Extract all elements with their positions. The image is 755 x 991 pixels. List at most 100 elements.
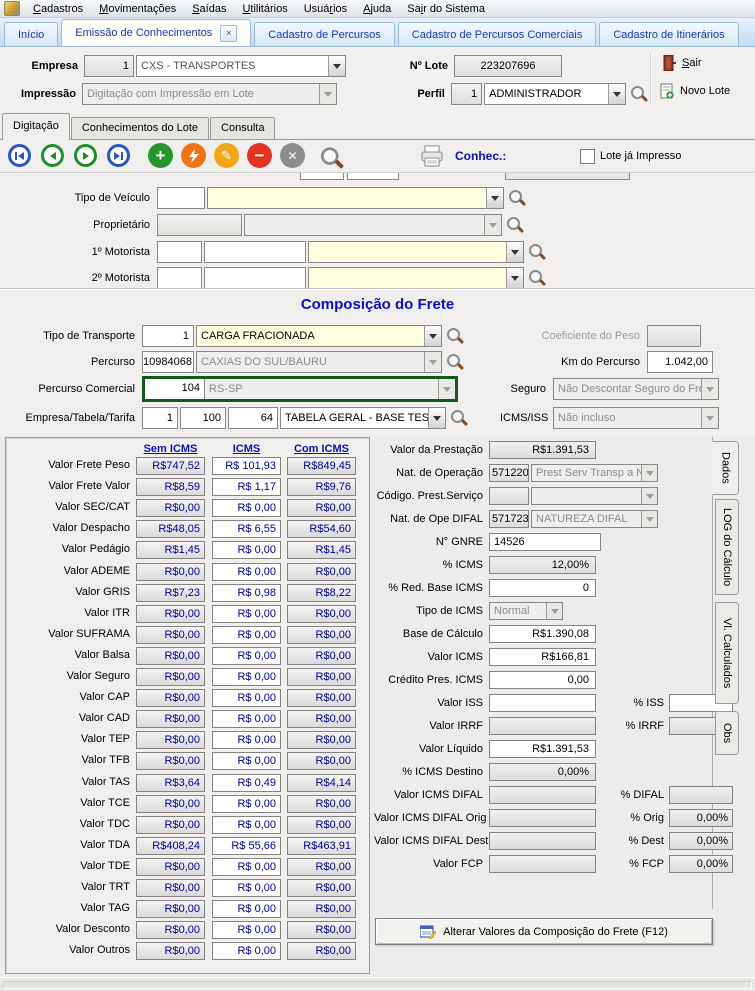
- printer-icon[interactable]: [420, 145, 444, 167]
- percurso-search-icon[interactable]: [447, 353, 464, 371]
- menu-item[interactable]: Utilitários: [242, 2, 288, 15]
- tipo-transporte-combo[interactable]: CARGA FRACIONADA: [196, 325, 442, 347]
- tab-close-icon[interactable]: ×: [220, 24, 238, 42]
- delete-button[interactable]: −: [247, 143, 272, 168]
- add-button[interactable]: +: [148, 143, 173, 168]
- chevron-down-icon[interactable]: [506, 268, 523, 288]
- credito-pres-input[interactable]: 0,00: [489, 671, 596, 689]
- totals-icms-field[interactable]: R$ 0,00: [212, 626, 281, 644]
- totals-icms-field[interactable]: R$ 0,00: [212, 689, 281, 707]
- alterar-valores-button[interactable]: Alterar Valores da Composição do Frete (…: [375, 918, 713, 945]
- perc-red-base-input[interactable]: 0: [489, 579, 596, 597]
- menu-item[interactable]: Sair do Sistema: [407, 2, 485, 15]
- tarifa-field[interactable]: 64: [228, 407, 278, 429]
- totals-icms-field[interactable]: R$ 0,00: [212, 605, 281, 623]
- side-tab-log-calculo[interactable]: LOG do Cálculo: [715, 499, 739, 595]
- menu-item[interactable]: Saídas: [192, 2, 227, 15]
- tipo-veiculo-code-input[interactable]: [157, 187, 205, 209]
- totals-icms-field[interactable]: R$ 0,00: [212, 921, 281, 939]
- base-calculo-input[interactable]: R$1.390,08: [489, 625, 596, 643]
- valor-liquido-field[interactable]: R$1.391,53: [489, 740, 596, 758]
- totals-icms-field[interactable]: R$ 55,66: [212, 837, 281, 855]
- motorista1-search-icon[interactable]: [529, 243, 546, 261]
- novo-lote-button[interactable]: Novo Lote: [655, 81, 735, 101]
- last-record-button[interactable]: [107, 144, 130, 167]
- totals-icms-field[interactable]: R$ 0,00: [212, 541, 281, 559]
- tab-4[interactable]: Cadastro de Itinerários: [599, 22, 739, 46]
- totals-icms-field[interactable]: R$ 0,00: [212, 879, 281, 897]
- motorista1-combo[interactable]: [308, 241, 524, 263]
- valor-iss-input[interactable]: [489, 694, 596, 712]
- motorista2-search-icon[interactable]: [529, 269, 546, 287]
- totals-icms-field[interactable]: R$ 0,00: [212, 563, 281, 581]
- totals-icms-field[interactable]: R$ 0,00: [212, 731, 281, 749]
- sair-button[interactable]: Sair: [658, 53, 707, 73]
- km-percurso-field[interactable]: 1.042,00: [647, 351, 713, 373]
- totals-icms-field[interactable]: R$ 0,98: [212, 584, 281, 602]
- totals-icms-field[interactable]: R$ 0,00: [212, 795, 281, 813]
- menu-item[interactable]: Usuários: [303, 2, 348, 15]
- chevron-down-icon[interactable]: [486, 188, 503, 208]
- chevron-down-icon[interactable]: [328, 56, 345, 76]
- menu-item[interactable]: Movimentações: [99, 2, 177, 15]
- cancel-button[interactable]: ✕: [280, 143, 305, 168]
- previous-record-button[interactable]: [41, 144, 64, 167]
- totals-icms-field[interactable]: R$ 101,93: [212, 457, 281, 475]
- side-tab-vl-calculados[interactable]: Vl. Calculados: [715, 602, 739, 704]
- tab-1[interactable]: Emissão de Conhecimentos ×: [61, 19, 252, 46]
- chevron-down-icon[interactable]: [424, 326, 441, 346]
- totals-icms-field[interactable]: R$ 0,49: [212, 774, 281, 792]
- lote-impresso-checkbox[interactable]: [580, 149, 595, 164]
- search-icon[interactable]: [321, 146, 344, 170]
- empresa-combo[interactable]: CXS - TRANSPORTES: [136, 55, 346, 77]
- motorista1-code-input[interactable]: [157, 241, 202, 263]
- tabela-combo[interactable]: TABELA GERAL - BASE TESTE: [280, 407, 446, 429]
- totals-icms-field[interactable]: R$ 6,55: [212, 520, 281, 538]
- empresa-field[interactable]: 1: [142, 407, 178, 429]
- tabela-search-icon[interactable]: [451, 409, 468, 427]
- tab-2[interactable]: Cadastro de Percursos: [254, 22, 395, 46]
- totals-icms-field[interactable]: R$ 0,00: [212, 900, 281, 918]
- motorista2-code-input[interactable]: [157, 267, 202, 289]
- subtab-1[interactable]: Conhecimentos do Lote: [70, 117, 210, 139]
- totals-icms-field[interactable]: R$ 1,17: [212, 478, 281, 496]
- chevron-down-icon[interactable]: [506, 242, 523, 262]
- tipo-transporte-code-input[interactable]: 1: [142, 325, 194, 347]
- first-record-button[interactable]: [8, 144, 31, 167]
- valor-icms-input[interactable]: R$166,81: [489, 648, 596, 666]
- percurso-comercial-combo[interactable]: RS-SP: [205, 379, 455, 399]
- totals-icms-field[interactable]: R$ 0,00: [212, 499, 281, 517]
- motorista2-combo[interactable]: [308, 267, 524, 289]
- totals-icms-field[interactable]: R$ 0,00: [212, 668, 281, 686]
- chevron-down-icon[interactable]: [428, 408, 445, 428]
- motorista2-doc-input[interactable]: [204, 267, 306, 289]
- chevron-down-icon[interactable]: [608, 84, 625, 104]
- proprietario-search-icon[interactable]: [507, 216, 524, 234]
- tipo-transporte-search-icon[interactable]: [447, 327, 464, 345]
- totals-icms-field[interactable]: R$ 0,00: [212, 858, 281, 876]
- perfil-search-icon[interactable]: [631, 85, 648, 103]
- tab-3[interactable]: Cadastro de Percursos Comerciais: [397, 22, 597, 46]
- side-tab-obs[interactable]: Obs: [715, 711, 739, 755]
- tipo-veiculo-combo[interactable]: [207, 187, 504, 209]
- gnre-input[interactable]: 14526: [489, 533, 601, 551]
- percurso-code-field[interactable]: 10984068: [142, 351, 194, 373]
- subtab-0[interactable]: Digitação: [2, 113, 70, 140]
- perfil-combo[interactable]: ADMINISTRADOR: [484, 83, 626, 105]
- side-tab-dados[interactable]: Dados: [712, 441, 739, 495]
- menu-item[interactable]: Ajuda: [363, 2, 392, 15]
- totals-icms-field[interactable]: R$ 0,00: [212, 942, 281, 960]
- tabela-field[interactable]: 100: [180, 407, 226, 429]
- next-record-button[interactable]: [74, 144, 97, 167]
- menu-item[interactable]: Cadastros: [33, 2, 84, 15]
- totals-icms-field[interactable]: R$ 0,00: [212, 647, 281, 665]
- tipo-veiculo-search-icon[interactable]: [509, 189, 526, 207]
- quick-action-button[interactable]: [181, 143, 206, 168]
- tab-0[interactable]: Início: [4, 22, 59, 46]
- percurso-comercial-code-field[interactable]: 104: [145, 379, 205, 399]
- totals-icms-field[interactable]: R$ 0,00: [212, 710, 281, 728]
- totals-icms-field[interactable]: R$ 0,00: [212, 816, 281, 834]
- subtab-2[interactable]: Consulta: [210, 117, 276, 139]
- edit-button[interactable]: ✎: [214, 143, 239, 168]
- totals-icms-field[interactable]: R$ 0,00: [212, 752, 281, 770]
